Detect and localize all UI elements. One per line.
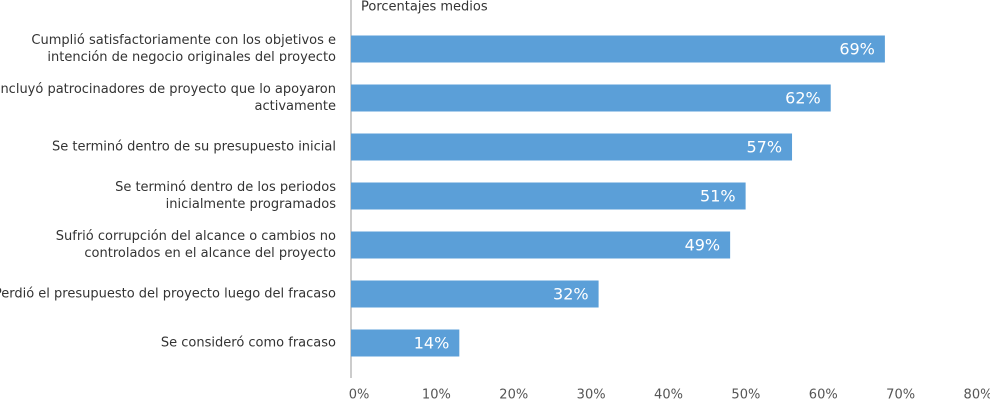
y-tick-label: Sufrió corrupción del alcance o cambios … <box>56 229 336 244</box>
y-tick-label: Incluyó patrocinadores de proyecto que l… <box>0 82 336 97</box>
x-tick-label: 30% <box>577 388 606 401</box>
value-label: 14% <box>414 334 450 353</box>
y-tick-label: controlados en el alcance del proyecto <box>84 246 336 261</box>
bar <box>351 35 885 63</box>
value-label: 51% <box>700 187 736 206</box>
y-tick-label: Se terminó dentro de su presupuesto inic… <box>52 140 336 155</box>
value-label: 62% <box>785 89 821 108</box>
value-label: 69% <box>839 40 875 59</box>
y-tick-label: intención de negocio originales del proy… <box>47 50 336 65</box>
x-tick-label: 10% <box>422 388 451 401</box>
y-tick-label: activamente <box>255 99 336 114</box>
x-tick-label: 20% <box>499 388 528 401</box>
bar <box>351 84 831 112</box>
y-tick-label: Se consideró como fracaso <box>161 336 336 351</box>
y-tick-label: Cumplió satisfactoriamente con los objet… <box>31 33 336 48</box>
y-tick-label: Se terminó dentro de los periodos <box>115 180 336 195</box>
value-label: 32% <box>553 285 589 304</box>
bar <box>351 133 793 161</box>
bar <box>351 329 460 357</box>
value-label: 57% <box>746 138 782 157</box>
x-tick-label: 70% <box>886 388 915 401</box>
y-tick-label: Perdió el presupuesto del proyecto luego… <box>0 287 336 302</box>
x-tick-label: 0% <box>349 388 370 401</box>
bar <box>351 231 731 259</box>
bar <box>351 182 746 210</box>
x-tick-label: 40% <box>654 388 683 401</box>
value-label: 49% <box>685 236 721 255</box>
y-tick-label: inicialmente programados <box>166 197 337 212</box>
x-tick-label: 80% <box>964 388 990 401</box>
x-tick-label: 50% <box>731 388 760 401</box>
bar <box>351 280 599 308</box>
x-tick-label: 60% <box>809 388 838 401</box>
chart-title: Porcentajes medios <box>361 0 488 15</box>
